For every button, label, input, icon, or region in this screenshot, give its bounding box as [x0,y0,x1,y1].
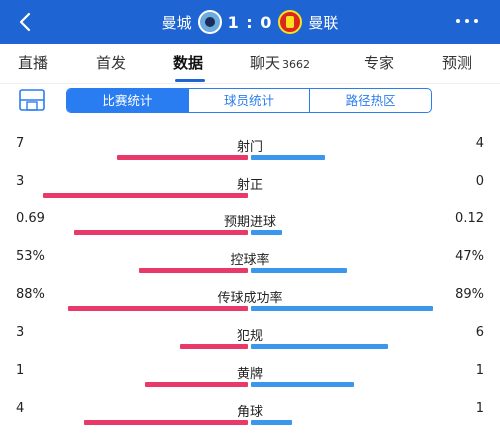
away-stat-value: 89% [455,287,484,302]
stat-label: 射门 [236,140,263,155]
away-team-name[interactable]: 曼联 [308,13,339,32]
tab-live[interactable]: 直播 [18,54,49,72]
home-stat-bar [43,193,248,198]
back-arrow-icon[interactable] [14,10,38,34]
away-stat-value: 0 [475,174,484,189]
away-stat-value: 4 [475,136,484,151]
home-stat-bar [84,420,248,425]
stats-segment-control: 比赛统计 球员统计 路径热区 [66,88,432,113]
away-stat-value: 0.12 [455,211,484,226]
tab-data[interactable]: 数据 [173,54,204,72]
home-stat-value: 53% [16,249,45,264]
away-stat-bar [251,268,347,273]
stat-label: 角球 [236,405,263,420]
stat-row: 4 角球 1 [0,401,500,439]
home-stat-value: 0.69 [16,211,45,226]
stat-label: 控球率 [230,253,270,268]
away-stat-bar [251,420,292,425]
stats-subnav: 比赛统计 球员统计 路径热区 [0,88,500,114]
stat-label: 射正 [236,178,263,193]
home-stat-bar [139,268,248,273]
more-options-icon[interactable] [456,14,482,28]
away-stat-bar [251,344,388,349]
stat-row: 88% 传球成功率 89% [0,287,500,325]
chat-count: 3662 [282,58,311,71]
tab-experts[interactable]: 专家 [364,54,395,72]
segment-match-stats[interactable]: 比赛统计 [67,89,189,112]
away-stat-value: 1 [475,401,484,416]
segment-player-stats[interactable]: 球员统计 [189,89,311,112]
stat-label: 预期进球 [223,215,276,230]
stat-row: 7 射门 4 [0,136,500,174]
match-tabs: 直播 首发 数据 聊天 3662 专家 预测 [0,44,500,84]
away-stat-bar [251,155,325,160]
home-stat-value: 3 [16,174,25,189]
tab-lineup[interactable]: 首发 [96,54,127,72]
stat-label: 黄牌 [236,367,263,382]
home-stat-value: 4 [16,401,25,416]
stat-row: 0.69 预期进球 0.12 [0,211,500,249]
away-stat-bar [251,230,282,235]
home-stat-bar [117,155,248,160]
tab-chat[interactable]: 聊天 3662 [250,54,311,72]
home-stat-value: 1 [16,363,25,378]
home-stat-bar [145,382,248,387]
home-stat-bar [68,306,248,311]
stat-label: 犯规 [236,329,263,344]
home-stat-value: 3 [16,325,25,340]
away-stat-bar [251,306,433,311]
away-stat-value: 47% [455,249,484,264]
active-tab-indicator [175,79,205,82]
segment-heatmap[interactable]: 路径热区 [345,93,396,108]
stat-row: 1 黄牌 1 [0,363,500,401]
home-team-name[interactable]: 曼城 [161,13,192,32]
stat-label: 传球成功率 [217,291,283,306]
manchester-united-crest-icon[interactable] [278,10,303,34]
away-stat-value: 1 [475,363,484,378]
manchester-city-crest-icon[interactable] [197,10,222,34]
stat-row: 3 犯规 6 [0,325,500,363]
home-stat-value: 88% [16,287,45,302]
home-stat-value: 7 [16,136,25,151]
tab-prediction[interactable]: 预测 [442,54,473,72]
pitch-icon[interactable] [18,88,46,112]
stat-row: 3 射正 0 [0,174,500,212]
home-stat-bar [74,230,248,235]
home-stat-bar [180,344,248,349]
stat-row: 53% 控球率 47% [0,249,500,287]
scoreline: 曼城 1 : 0 曼联 [0,0,500,44]
away-stat-value: 6 [475,325,484,340]
match-score: 1 : 0 [227,12,273,32]
match-header: 曼城 1 : 0 曼联 [0,0,500,44]
away-stat-bar [251,382,354,387]
